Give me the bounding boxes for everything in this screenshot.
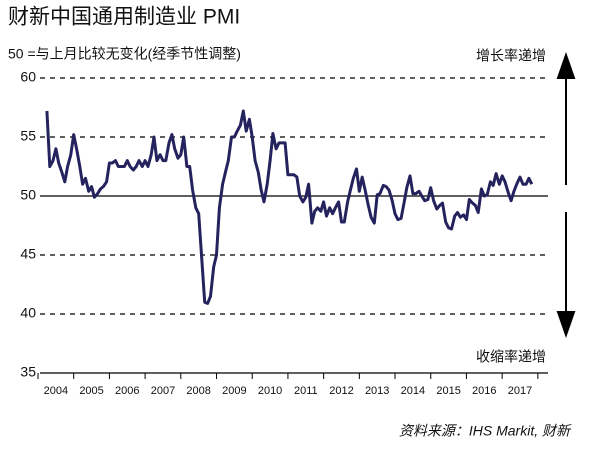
x-tick-label: 2005 xyxy=(79,385,103,397)
x-tick-label: 2011 xyxy=(294,385,318,397)
source: 资料来源：IHS Markit, 财新 xyxy=(399,423,572,439)
annotation: 增长率递增 xyxy=(476,48,546,64)
y-tick-label: 35 xyxy=(20,364,36,380)
y-tick-label: 55 xyxy=(20,128,36,144)
x-tick-label: 2012 xyxy=(329,385,353,397)
data-line xyxy=(45,109,534,305)
x-tick-label: 2006 xyxy=(115,385,139,397)
y-tick-label: 60 xyxy=(20,69,36,85)
x-tick-label: 2014 xyxy=(401,385,425,397)
arrow-head xyxy=(556,51,576,79)
x-tick-label: 2008 xyxy=(186,385,210,397)
x-tick-label: 2010 xyxy=(258,385,282,397)
chart-title: 财新中国通用制造业 PMI xyxy=(8,6,240,29)
chart-subtitle: 50 =与上月比较无变化(经季节性调整) xyxy=(8,46,241,62)
x-tick-label: 2015 xyxy=(436,385,460,397)
x-tick-label: 2013 xyxy=(365,385,389,397)
x-tick-label: 2016 xyxy=(472,385,496,397)
direction-arrows xyxy=(556,51,576,339)
x-tick-label: 2004 xyxy=(44,385,68,397)
y-tick-label: 50 xyxy=(20,187,36,203)
annotation: 收缩率递增 xyxy=(476,349,546,365)
x-tick-label: 2009 xyxy=(222,385,246,397)
x-tick-label: 2007 xyxy=(151,385,175,397)
y-tick-label: 45 xyxy=(20,246,36,262)
x-tick-label: 2017 xyxy=(508,385,532,397)
arrow-head xyxy=(556,311,576,339)
y-tick-label: 40 xyxy=(20,305,36,321)
